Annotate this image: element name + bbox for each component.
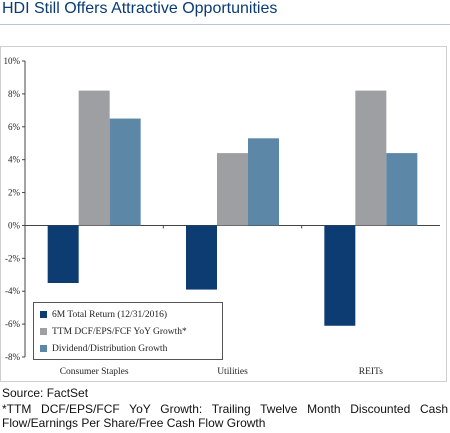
y-tick-label: -8% <box>5 352 20 362</box>
y-tick-label: 6% <box>8 122 21 132</box>
y-tick-label: -2% <box>5 253 20 263</box>
chart-title: HDI Still Offers Attractive Opportunitie… <box>2 0 278 17</box>
chart-legend: 6M Total Return (12/31/2016) TTM DCF/EPS… <box>33 302 223 360</box>
y-tick-label: -6% <box>5 319 20 329</box>
bar <box>355 90 387 226</box>
x-category-label: Consumer Staples <box>60 367 129 377</box>
legend-swatch-series-1 <box>40 311 47 318</box>
legend-label: 6M Total Return (12/31/2016) <box>52 309 167 320</box>
bar <box>324 225 356 326</box>
bar <box>47 225 79 283</box>
legend-item: Dividend/Distribution Growth <box>40 340 216 357</box>
bar <box>78 90 110 226</box>
bar <box>186 225 217 290</box>
x-category-label: Utilities <box>217 367 248 377</box>
legend-item: 6M Total Return (12/31/2016) <box>40 306 216 323</box>
y-tick-label: 10% <box>4 56 21 66</box>
bar-chart: -8% -6% -4% -2% 0% 2% 4% 6% 8% 10% Consumer Staple… <box>4 56 440 377</box>
legend-swatch-series-2 <box>40 328 47 335</box>
plot-area: -8% -6% -4% -2% 0% 2% 4% 6% 8% 10% Consumer Staple… <box>4 56 440 377</box>
bar <box>109 118 141 226</box>
bar <box>217 153 248 226</box>
source-note: Source: FactSet <box>2 386 89 400</box>
legend-label: Dividend/Distribution Growth <box>52 343 168 354</box>
y-tick-label: -4% <box>5 286 20 296</box>
y-tick-label: 0% <box>8 220 21 230</box>
bar <box>248 138 279 226</box>
bar <box>386 153 418 226</box>
x-category-label: REITs <box>359 367 383 377</box>
chart-frame <box>0 46 447 382</box>
legend-item: TTM DCF/EPS/FCF YoY Growth* <box>40 323 216 340</box>
y-tick-label: 4% <box>8 155 21 165</box>
legend-label: TTM DCF/EPS/FCF YoY Growth* <box>52 326 187 337</box>
y-tick-label: 2% <box>8 188 21 198</box>
title-divider <box>0 24 450 25</box>
footnote: *TTM DCF/EPS/FCF YoY Growth: Trailing Tw… <box>2 402 448 430</box>
y-tick-label: 8% <box>8 89 21 99</box>
legend-swatch-series-3 <box>40 345 47 352</box>
